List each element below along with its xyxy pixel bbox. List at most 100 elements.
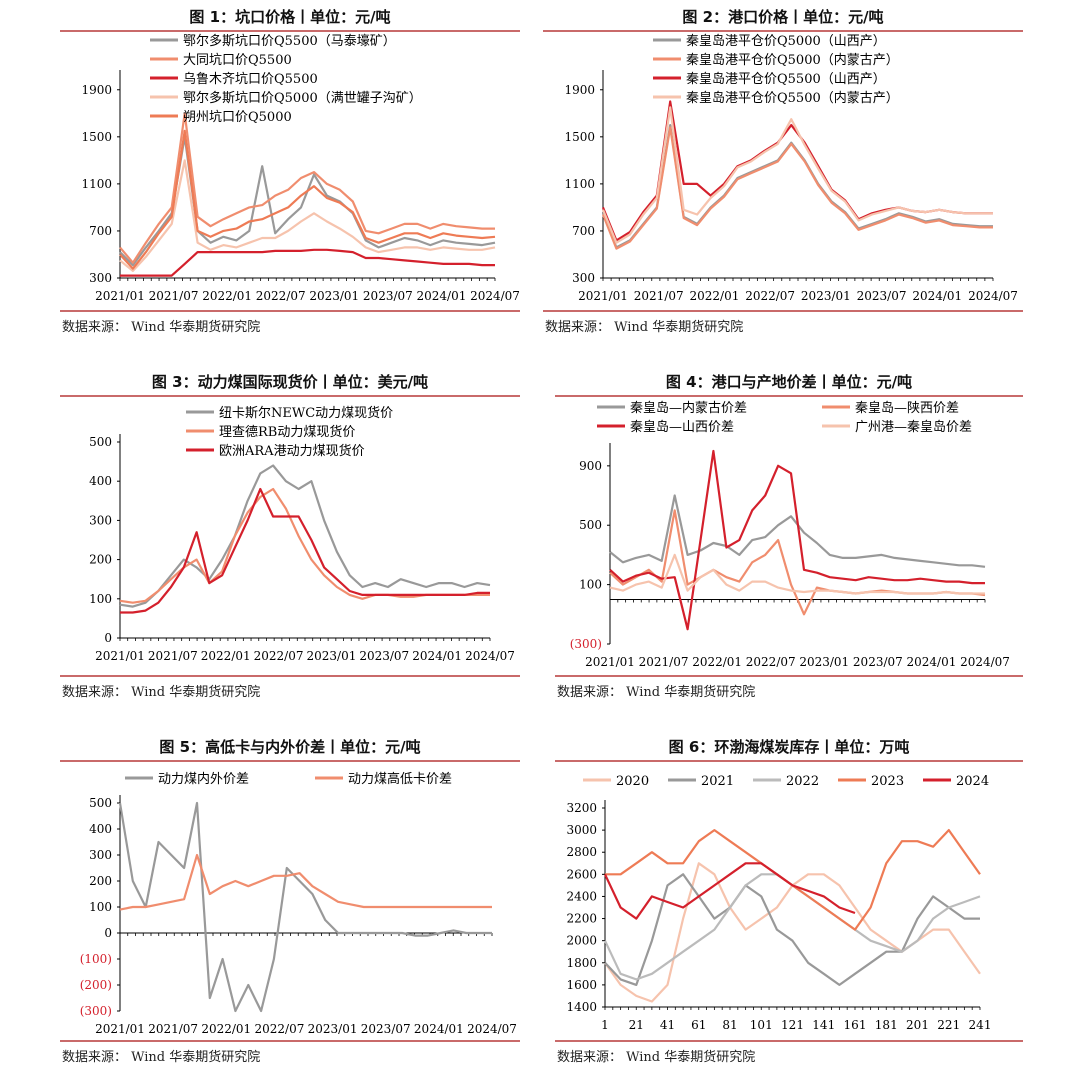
source-note: 数据来源： Wind 华泰期货研究院 xyxy=(62,1050,261,1065)
source-bar: 数据来源： Wind 华泰期货研究院 xyxy=(60,1040,520,1066)
chart-title: 图 5：高低卡与内外价差丨单位：元/吨 xyxy=(159,738,421,756)
series-line-3 xyxy=(609,449,985,631)
x-tick-label: 2023/01 xyxy=(309,289,359,303)
y-tick-label: 1100 xyxy=(81,177,112,191)
series-line-3 xyxy=(604,873,981,981)
legend-label: 广州港—秦皇岛价差 xyxy=(855,419,972,435)
legend-label: 动力煤高低卡价差 xyxy=(348,771,452,787)
y-tick-label: 1100 xyxy=(564,177,595,191)
series-line-4 xyxy=(605,828,981,931)
x-tick-label: 181 xyxy=(875,1018,898,1032)
legend-label: 纽卡斯尔NEWC动力煤现货价 xyxy=(219,405,393,421)
series-line-4 xyxy=(601,106,993,244)
chart-panel-2: 图 2：港口价格丨单位：元/吨 1900 1500 1100 700 300 2021/01… xyxy=(543,0,1023,340)
x-tick-label: 2021/01 xyxy=(95,289,145,303)
x-tick-label: 2023/01 xyxy=(801,289,851,303)
legend-label: 欧洲ARA港动力煤现货价 xyxy=(219,443,365,459)
x-tick-label: 221 xyxy=(937,1018,960,1032)
x-tick-label: 2022/07 xyxy=(256,289,306,303)
x-tick-label: 241 xyxy=(969,1018,992,1032)
x-tick-label: 2023/07 xyxy=(857,289,907,303)
series-line-2 xyxy=(119,487,490,604)
chart-panel-1: 图 1：坑口价格丨单位：元/吨 1900 1500 1100 700 300 2021/01… xyxy=(60,0,520,340)
y-tick-label: 500 xyxy=(579,518,602,532)
x-tick-label: 2024/01 xyxy=(412,649,462,663)
y-tick-label: 400 xyxy=(89,474,112,488)
y-tick-label: 1900 xyxy=(564,83,595,97)
y-tick-label: 900 xyxy=(579,459,602,473)
y-tick-label: 1500 xyxy=(564,130,595,144)
x-tick-label: 41 xyxy=(660,1018,675,1032)
y-tick-label: 1600 xyxy=(566,978,597,992)
y-tick-label: 0 xyxy=(104,926,112,940)
legend-label: 鄂尔多斯坑口价Q5500（马泰壕矿） xyxy=(183,33,396,49)
x-tick-label: 2023/07 xyxy=(363,289,413,303)
chart-title-bar: 图 6：环渤海煤炭库存丨单位：万吨 xyxy=(555,734,1023,762)
chart-svg: 1900 1500 1100 700 300 2021/01 2021/07 2022/01 2… xyxy=(564,33,1017,303)
legend-label: 2022 xyxy=(786,774,819,789)
chart-panel-4: 图 4：港口与产地价差丨单位：元/吨 900 500 100 (300) 2021/01 2… xyxy=(555,365,1023,705)
x-tick-label: 2024/07 xyxy=(467,1022,517,1036)
chart-title-bar: 图 3：动力煤国际现货价丨单位：美元/吨 xyxy=(60,369,520,397)
y-tick-label: 100 xyxy=(579,578,602,592)
x-tick-label: 2024/07 xyxy=(470,289,520,303)
y-tick-label: 300 xyxy=(89,513,112,527)
chart-title: 图 3：动力煤国际现货价丨单位：美元/吨 xyxy=(151,373,429,391)
chart-panel-5: 图 5：高低卡与内外价差丨单位：元/吨 500 400 300 200 100 0 (100)… xyxy=(60,730,520,1070)
series-line-3 xyxy=(120,487,490,614)
y-tick-label: 700 xyxy=(89,224,112,238)
y-tick-label: 100 xyxy=(89,592,112,606)
legend-label: 秦皇岛港平仓价Q5000（山西产） xyxy=(686,33,886,49)
series-line-2 xyxy=(119,853,492,911)
x-tick-label: 141 xyxy=(812,1018,835,1032)
x-tick-label: 2021/01 xyxy=(585,655,635,669)
x-tick-label: 2021/01 xyxy=(95,649,145,663)
y-tick-label: 2400 xyxy=(566,889,597,903)
chart-svg: 900 500 100 (300) 2021/01 2021/07 2022/01 2022/… xyxy=(570,400,1010,669)
chart-title: 图 6：环渤海煤炭库存丨单位：万吨 xyxy=(668,738,910,756)
x-tick-label: 2021/01 xyxy=(95,1022,145,1036)
x-tick-label: 2024/01 xyxy=(906,655,956,669)
series-line-1 xyxy=(119,464,491,608)
series-line-2 xyxy=(119,112,495,264)
x-tick-label: 2023/01 xyxy=(306,649,356,663)
legend-label: 大同坑口价Q5500 xyxy=(183,53,292,68)
series-line-3 xyxy=(120,248,495,277)
x-tick-label: 2021/07 xyxy=(639,655,689,669)
y-tick-label: (300) xyxy=(80,1004,112,1018)
legend-label: 秦皇岛港平仓价Q5500（内蒙古产） xyxy=(686,90,899,106)
series-line-2 xyxy=(601,126,993,250)
chart-svg: 3200 3000 2800 2600 2400 2200 2000 1800 1600 1400… xyxy=(566,774,992,1032)
x-tick-label: 2021/07 xyxy=(149,289,199,303)
legend-label: 秦皇岛—山西价差 xyxy=(630,419,734,435)
series-line-4 xyxy=(609,553,985,595)
chart-title: 图 4：港口与产地价差丨单位：元/吨 xyxy=(665,373,913,391)
x-tick-label: 61 xyxy=(691,1018,706,1032)
source-bar: 数据来源： Wind 华泰期货研究院 xyxy=(60,675,520,701)
chart-panel-3: 图 3：动力煤国际现货价丨单位：美元/吨 500 400 300 200 100 0 2021… xyxy=(60,365,520,705)
x-tick-label: 2023/07 xyxy=(361,1022,411,1036)
x-tick-label: 2022/01 xyxy=(689,289,739,303)
y-tick-label: (100) xyxy=(80,952,112,966)
x-tick-label: 2021/07 xyxy=(148,649,198,663)
legend-label: 秦皇岛—陕西价差 xyxy=(855,400,959,416)
source-bar: 数据来源： Wind 华泰期货研究院 xyxy=(60,310,520,336)
x-tick-label: 81 xyxy=(722,1018,737,1032)
x-tick-label: 2022/01 xyxy=(201,649,251,663)
y-tick-label: 1400 xyxy=(566,1000,597,1014)
x-tick-label: 2022/01 xyxy=(201,1022,251,1036)
y-tick-label: 500 xyxy=(89,796,112,810)
x-tick-label: 2024/07 xyxy=(960,655,1010,669)
chart-title: 图 1：坑口价格丨单位：元/吨 xyxy=(189,8,391,26)
x-tick-label: 2024/01 xyxy=(414,1022,464,1036)
x-tick-label: 2024/01 xyxy=(912,289,962,303)
x-tick-label: 2023/07 xyxy=(359,649,409,663)
x-tick-label: 2023/01 xyxy=(308,1022,358,1036)
chart-title: 图 2：港口价格丨单位：元/吨 xyxy=(682,8,884,26)
chart-title-bar: 图 2：港口价格丨单位：元/吨 xyxy=(543,4,1023,32)
legend-label: 理查德RB动力煤现货价 xyxy=(219,424,355,440)
legend-label: 秦皇岛—内蒙古价差 xyxy=(630,400,747,416)
x-tick-label: 2023/07 xyxy=(853,655,903,669)
